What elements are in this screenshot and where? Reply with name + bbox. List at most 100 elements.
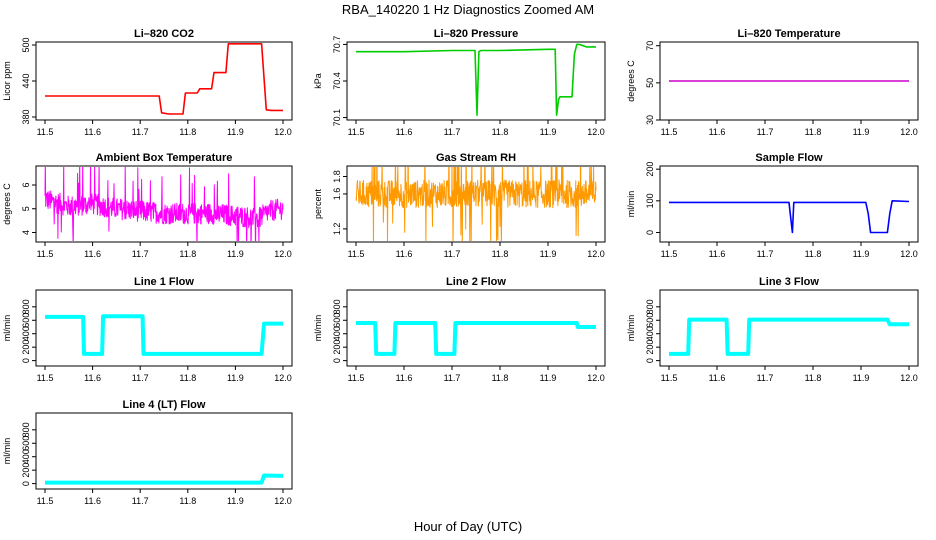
x-tick-label: 11.9 <box>853 249 870 259</box>
y-axis-label: ml/min <box>2 438 12 465</box>
y-tick-label: 1.6 <box>332 188 342 201</box>
x-tick-label: 12.0 <box>587 127 605 137</box>
x-tick-label: 11.6 <box>396 249 413 259</box>
x-tick-label: 11.9 <box>227 127 244 137</box>
y-tick-label: 0 <box>332 358 342 363</box>
x-tick-label: 11.7 <box>757 127 774 137</box>
y-tick-label: 400 <box>332 326 342 341</box>
x-tick-label: 11.9 <box>540 249 557 259</box>
y-axis-label: Licor ppm <box>2 61 12 101</box>
x-tick-label: 11.5 <box>661 373 678 383</box>
series-line <box>355 167 597 241</box>
panel-6: Line 1 Flow 11.5 11.6 11.7 11.8 11.9 12.0 0 2004… <box>2 276 293 383</box>
x-tick-label: 12.0 <box>900 249 918 259</box>
x-tick-label: 12.0 <box>900 127 918 137</box>
y-tick-label: 200 <box>21 463 31 478</box>
panel-title: Line 1 Flow <box>134 276 194 288</box>
plot-frame <box>659 165 919 243</box>
x-tick-label: 11.5 <box>37 496 54 506</box>
x-tick-label: 11.9 <box>853 373 870 383</box>
x-tick-label: 11.5 <box>37 249 54 259</box>
x-tick-label: 11.7 <box>132 496 149 506</box>
series-line <box>45 43 283 115</box>
x-tick-label: 11.8 <box>492 127 509 137</box>
y-tick-label: 800 <box>21 422 31 437</box>
y-tick-label: 0 <box>645 230 655 235</box>
y-tick-label: 100 <box>645 193 655 208</box>
x-tick-label: 11.9 <box>540 373 557 383</box>
y-tick-label: 70.1 <box>332 109 342 127</box>
y-tick-label: 0 <box>645 358 655 363</box>
plot-frame <box>659 41 919 121</box>
y-tick-label: 1.8 <box>332 170 342 183</box>
x-tick-label: 11.8 <box>805 249 822 259</box>
plot-frame <box>35 289 293 367</box>
y-tick-label: 600 <box>645 313 655 328</box>
x-tick-label: 11.5 <box>348 373 365 383</box>
x-tick-label: 11.7 <box>132 373 149 383</box>
series-line <box>45 314 283 356</box>
figure-x-axis-label: Hour of Day (UTC) <box>414 519 522 534</box>
y-axis-label: ml/min <box>313 315 323 342</box>
y-tick-label: 5 <box>21 206 31 211</box>
x-tick-label: 12.0 <box>274 127 292 137</box>
panel-title: Gas Stream RH <box>436 152 516 164</box>
panel-title: Ambient Box Temperature <box>96 152 233 164</box>
y-tick-label: 200 <box>21 340 31 355</box>
y-tick-label: 600 <box>21 313 31 328</box>
panel-7: Line 2 Flow 11.5 11.6 11.7 11.8 11.9 12.0 0 2004… <box>313 276 606 383</box>
x-tick-label: 11.8 <box>179 496 196 506</box>
x-tick-label: 11.5 <box>37 127 54 137</box>
series-line <box>45 473 284 485</box>
panel-0: Li–820 CO2 11.5 11.6 11.7 11.8 11.9 12.0 380 440… <box>2 28 293 137</box>
x-tick-label: 11.6 <box>84 373 101 383</box>
x-tick-label: 12.0 <box>900 373 918 383</box>
y-tick-label: 380 <box>21 109 31 124</box>
x-tick-label: 11.8 <box>805 373 822 383</box>
plot-frame <box>346 165 606 243</box>
panel-title: Line 3 Flow <box>759 276 819 288</box>
x-tick-label: 12.0 <box>274 496 292 506</box>
x-tick-label: 11.6 <box>709 373 726 383</box>
x-tick-label: 12.0 <box>587 373 605 383</box>
x-tick-label: 11.5 <box>348 127 365 137</box>
x-tick-label: 11.6 <box>84 496 101 506</box>
x-tick-label: 11.7 <box>132 127 149 137</box>
panel-title: Li–820 Temperature <box>737 28 840 40</box>
panel-title: Li–820 Pressure <box>434 28 518 40</box>
y-tick-label: 400 <box>21 326 31 341</box>
plot-frame <box>35 412 293 490</box>
x-tick-label: 12.0 <box>274 373 292 383</box>
y-tick-label: 70 <box>645 41 655 51</box>
y-tick-label: 200 <box>645 162 655 177</box>
y-tick-label: 0 <box>21 481 31 486</box>
x-tick-label: 11.9 <box>227 249 244 259</box>
plot-frame <box>659 289 919 367</box>
y-axis-label: ml/min <box>626 191 636 218</box>
x-tick-label: 12.0 <box>587 249 605 259</box>
x-tick-label: 11.7 <box>444 249 461 259</box>
y-axis-label: ml/min <box>626 315 636 342</box>
series-line <box>44 167 284 241</box>
y-tick-label: 600 <box>332 313 342 328</box>
x-tick-label: 11.7 <box>757 249 774 259</box>
y-axis-label: degrees C <box>2 183 12 225</box>
y-tick-label: 50 <box>645 78 655 88</box>
panel-8: Line 3 Flow 11.5 11.6 11.7 11.8 11.9 12.0 0 2004… <box>626 276 919 383</box>
y-axis-label: percent <box>313 188 323 219</box>
x-tick-label: 11.7 <box>444 373 461 383</box>
panel-title: Line 2 Flow <box>446 276 506 288</box>
y-tick-label: 4 <box>21 230 31 235</box>
y-tick-label: 1.2 <box>332 223 342 236</box>
x-tick-label: 11.6 <box>396 127 413 137</box>
x-tick-label: 11.8 <box>805 127 822 137</box>
x-tick-label: 11.5 <box>37 373 54 383</box>
y-axis-label: kPa <box>313 73 323 89</box>
x-tick-label: 11.8 <box>492 249 509 259</box>
x-tick-label: 11.9 <box>227 496 244 506</box>
series-line <box>356 43 596 116</box>
x-tick-label: 11.6 <box>84 249 101 259</box>
y-axis-label: degrees C <box>626 60 636 102</box>
y-tick-label: 400 <box>645 326 655 341</box>
